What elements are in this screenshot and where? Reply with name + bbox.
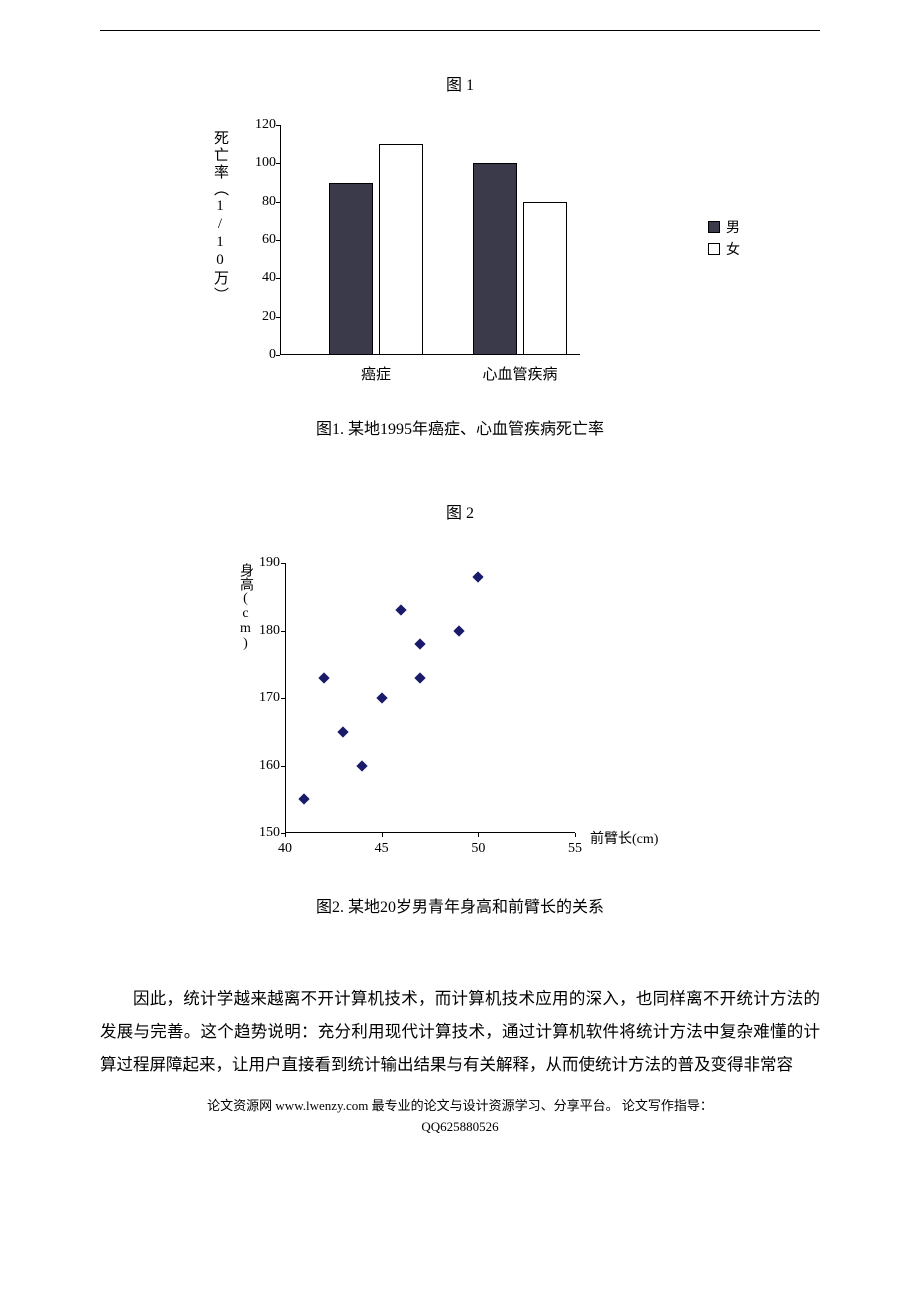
bar-y-tick-mark (276, 202, 280, 203)
legend-swatch-male (708, 221, 720, 233)
bar-y-tick-mark (276, 278, 280, 279)
scatter-y-tick: 150 (252, 825, 280, 841)
bar-y-tick-mark (276, 125, 280, 126)
bar-y-tick: 100 (248, 155, 276, 171)
bar (379, 144, 423, 355)
paragraph-1: 因此，统计学越来越离不开计算机技术，而计算机技术应用的深入，也同样离不开统计方法… (100, 982, 820, 1081)
scatter-y-tick: 170 (252, 690, 280, 706)
footer-line-1: 论文资源网 www.lwenzy.com 最专业的论文与设计资源学习、分享平台。… (100, 1096, 820, 1117)
legend-item-female: 女 (708, 239, 740, 259)
figure-2-label: 图 2 (100, 499, 820, 523)
bar-legend: 男 女 (708, 215, 740, 261)
footer-line-2: QQ625880526 (100, 1117, 820, 1138)
figure-2-caption: 图2. 某地20岁男青年身高和前臂长的关系 (100, 893, 820, 917)
bar (329, 183, 373, 356)
scatter-y-tick-mark (281, 766, 285, 767)
scatter-y-tick-mark (281, 698, 285, 699)
scatter-x-tick-mark (382, 833, 383, 837)
legend-label-male: 男 (726, 217, 740, 237)
scatter-y-tick: 160 (252, 758, 280, 774)
bar-x-category: 心血管疾病 (473, 363, 567, 384)
bar-y-tick: 80 (248, 194, 276, 210)
scatter-y-tick: 190 (252, 555, 280, 571)
scatter-x-tick: 40 (273, 841, 297, 857)
legend-item-male: 男 (708, 217, 740, 237)
bar-x-category: 癌症 (329, 363, 423, 384)
scatter-x-tick-mark (478, 833, 479, 837)
bar-y-tick: 40 (248, 270, 276, 286)
scatter-x-tick: 45 (370, 841, 394, 857)
scatter-plot-area (285, 563, 575, 833)
page-footer: 论文资源网 www.lwenzy.com 最专业的论文与设计资源学习、分享平台。… (100, 1096, 820, 1138)
scatter-x-tick-mark (285, 833, 286, 837)
scatter-x-tick-mark (575, 833, 576, 837)
figure-1-label: 图 1 (100, 71, 820, 95)
bar-y-axis-label: 死亡率（1/10万） (210, 130, 231, 304)
bar-y-tick-mark (276, 163, 280, 164)
bar-y-tick: 0 (248, 347, 276, 363)
bar-y-tick-mark (276, 317, 280, 318)
bar (523, 202, 567, 355)
legend-label-female: 女 (726, 239, 740, 259)
bar-y-tick: 120 (248, 117, 276, 133)
scatter-y-tick-mark (281, 563, 285, 564)
horizontal-rule (100, 30, 820, 31)
body-paragraph: 因此，统计学越来越离不开计算机技术，而计算机技术应用的深入，也同样离不开统计方法… (100, 982, 820, 1081)
figure-2-scatter-chart: 身高(cm) 前臂长(cm) 15016017018019040455055 (210, 553, 710, 883)
figure-1-caption: 图1. 某地1995年癌症、心血管疾病死亡率 (100, 415, 820, 439)
scatter-y-tick-mark (281, 631, 285, 632)
bar-y-tick-mark (276, 355, 280, 356)
scatter-y-tick: 180 (252, 623, 280, 639)
scatter-x-tick: 50 (466, 841, 490, 857)
bar-y-tick-mark (276, 240, 280, 241)
legend-swatch-female (708, 243, 720, 255)
scatter-x-axis-label: 前臂长(cm) (590, 828, 658, 848)
bar (473, 163, 517, 355)
bar-y-tick: 60 (248, 232, 276, 248)
scatter-x-tick: 55 (563, 841, 587, 857)
bar-y-tick: 20 (248, 309, 276, 325)
figure-1-bar-chart: 死亡率（1/10万） 男 女 020406080100120癌症心血管疾病 (200, 115, 720, 405)
